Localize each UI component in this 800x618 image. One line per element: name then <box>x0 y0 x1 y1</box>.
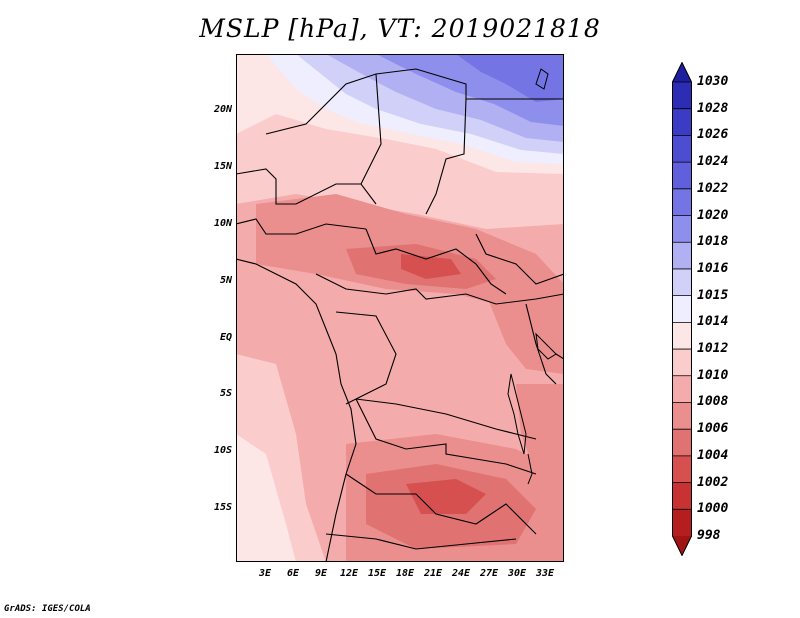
grads-credit: GrADS: IGES/COLA <box>4 604 91 614</box>
pressure-field <box>236 54 564 562</box>
coastline <box>236 258 357 562</box>
field-band-1022 <box>456 54 564 102</box>
colorbar-label: 1015 <box>697 287 729 303</box>
colorbar-label: 1030 <box>697 74 729 89</box>
lat-label-15n: 15N <box>213 161 232 172</box>
lat-label-5n: 5N <box>219 275 232 286</box>
field-band-1008-southeast <box>516 384 564 484</box>
colorbar-segment <box>672 375 692 403</box>
colorbar-label: 998 <box>697 528 721 543</box>
colorbar-segment <box>672 322 692 350</box>
colorbar-label: 1012 <box>697 341 729 357</box>
colorbar-segment <box>672 108 692 136</box>
map-frame <box>236 54 564 562</box>
colorbar-segment <box>672 215 692 243</box>
lon-label-33e: 33E <box>535 568 555 579</box>
lakes <box>507 332 557 485</box>
country-borders <box>236 68 564 550</box>
colorbar-label: 1018 <box>697 234 729 250</box>
lon-label-12e: 12E <box>339 568 359 579</box>
colorbar-segment <box>672 536 692 556</box>
lon-label-24e: 24E <box>451 568 471 579</box>
colorbar-label: 1004 <box>697 447 729 463</box>
colorbar-segment <box>672 188 692 217</box>
lat-label-15s: 15S <box>213 502 232 513</box>
lon-label-6e: 6E <box>286 568 300 579</box>
colorbar <box>672 62 692 556</box>
colorbar-label: 1028 <box>697 100 729 116</box>
colorbar-segments <box>672 62 692 556</box>
lon-label-18e: 18E <box>395 568 415 579</box>
colorbar-label: 1002 <box>697 474 729 490</box>
colorbar-segment <box>672 135 692 163</box>
colorbar-label: 1006 <box>697 421 729 437</box>
colorbar-segment <box>672 242 692 270</box>
colorbar-label: 1024 <box>697 154 729 170</box>
lat-label-5s: 5S <box>219 388 232 399</box>
map-title: MSLP [hPa], VT: 2019021818 <box>199 14 601 43</box>
coastline-red-sea <box>535 68 549 90</box>
colorbar-label: 1026 <box>697 127 729 143</box>
colorbar-label: 1020 <box>697 207 729 223</box>
lon-label-3e: 3E <box>258 568 272 579</box>
colorbar-segment <box>672 455 692 484</box>
field-band-1008-east <box>486 289 564 374</box>
colorbar-segment <box>672 349 692 377</box>
lon-label-21e: 21E <box>423 568 443 579</box>
colorbar-segment <box>672 402 692 430</box>
colorbar-outline <box>672 62 692 556</box>
colorbar-segment <box>672 162 692 190</box>
lon-label-9e: 9E <box>314 568 328 579</box>
field-band-1014-west <box>236 434 296 562</box>
colorbar-label: 1010 <box>697 367 729 383</box>
colorbar-segment <box>672 509 692 537</box>
colorbar-segment <box>672 295 692 323</box>
colorbar-label: 1022 <box>697 180 729 196</box>
colorbar-label: 1016 <box>697 260 729 276</box>
lat-label-10n: 10N <box>213 218 232 229</box>
field-band-1004-south <box>406 479 486 514</box>
colorbar-segment <box>672 268 692 297</box>
colorbar-label: 1000 <box>697 501 729 517</box>
colorbar-label: 1014 <box>697 314 729 330</box>
lon-label-15e: 15E <box>367 568 387 579</box>
colorbar-segment <box>672 482 692 510</box>
lat-label-eq: EQ <box>219 332 232 343</box>
lon-label-27e: 27E <box>479 568 499 579</box>
lat-label-20n: 20N <box>213 104 232 115</box>
lat-label-10s: 10S <box>213 445 232 456</box>
colorbar-segment <box>672 62 692 82</box>
lon-label-30e: 30E <box>507 568 527 579</box>
colorbar-label: 1008 <box>697 394 729 410</box>
colorbar-segment <box>672 82 692 110</box>
field-band-1004-north <box>401 254 461 279</box>
colorbar-segment <box>672 429 692 457</box>
pressure-map <box>236 54 564 562</box>
